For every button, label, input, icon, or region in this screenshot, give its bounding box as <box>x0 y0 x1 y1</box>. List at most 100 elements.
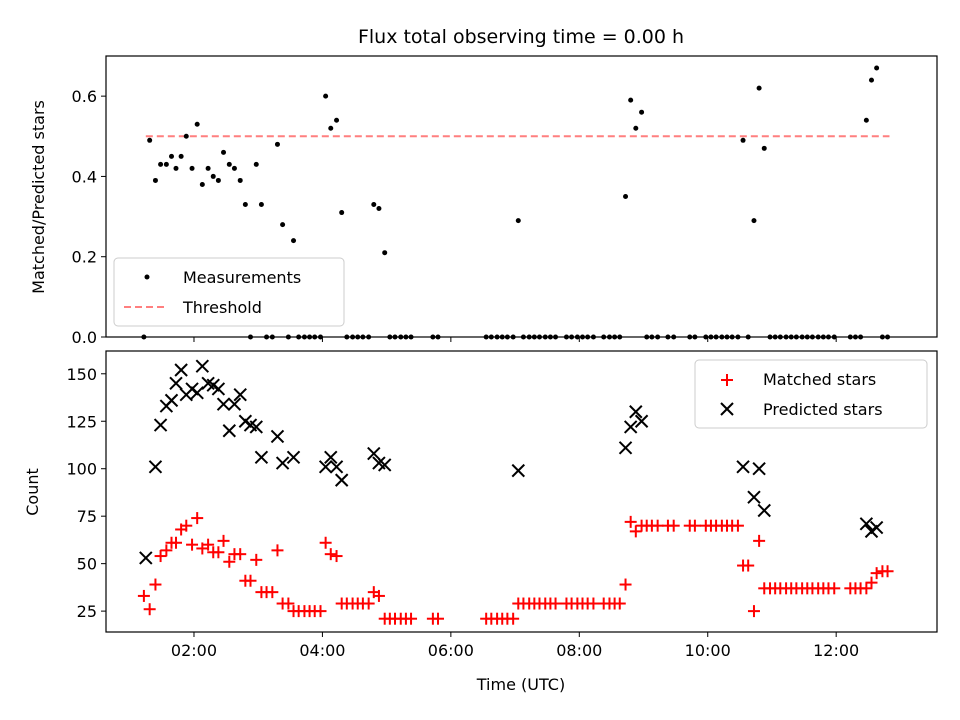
measurement-point <box>242 202 248 208</box>
matched-star-point <box>747 605 760 618</box>
bottom-legend-box <box>694 359 928 429</box>
matched-star-point <box>870 567 883 580</box>
bottom-y-tick-label: 25 <box>77 602 97 621</box>
measurement-point <box>158 161 164 167</box>
matched-star-point <box>137 589 150 602</box>
matched-star-point <box>223 555 236 568</box>
matched-star-point <box>154 550 167 563</box>
top-y-tick-label: 0.0 <box>72 328 97 347</box>
bottom-x-tick-label: 08:00 <box>556 641 602 660</box>
matched-star-point <box>828 582 841 595</box>
predicted-star-point <box>334 473 349 487</box>
predicted-star-point <box>270 429 285 444</box>
measurement-point <box>215 177 221 183</box>
predicted-star-point <box>623 420 638 434</box>
top-x-ticks <box>193 337 837 342</box>
matched-star-point <box>624 515 637 528</box>
predicted-star-point <box>275 456 290 470</box>
bottom-plot-frame <box>105 350 938 633</box>
measurement-point <box>169 153 175 159</box>
predicted-star-point <box>153 418 168 432</box>
predicted-star-point <box>211 382 226 396</box>
top-y-tick-label: 0.6 <box>72 87 97 106</box>
matched-star-point <box>432 612 445 625</box>
legend-matched-marker <box>721 374 733 386</box>
legend-predicted-marker <box>720 402 734 416</box>
measurement-point <box>623 194 629 199</box>
measurement-point <box>761 145 767 151</box>
predicted-star-point <box>222 424 237 438</box>
measurement-point <box>740 137 746 143</box>
predicted-star-point <box>233 387 247 402</box>
predicted-star-point <box>752 462 766 476</box>
predicted-star-point <box>254 450 269 465</box>
legend-threshold-label: Threshold <box>182 298 262 317</box>
measurement-point <box>226 161 232 167</box>
measurement-point <box>258 202 264 208</box>
measurement-point <box>633 125 639 131</box>
measurement-point <box>163 161 169 167</box>
bottom-x-axis: 02:00 04:00 06:00 08:00 10:00 12:00 <box>171 632 859 660</box>
matched-star-point <box>234 548 247 561</box>
measurement-point <box>189 165 195 171</box>
predicted-star-point <box>148 460 163 474</box>
matched-star-point <box>651 519 664 532</box>
bottom-x-tick-label: 06:00 <box>428 641 474 660</box>
matched-star-point <box>405 612 418 625</box>
measurement-point <box>152 177 158 183</box>
matched-star-point <box>372 589 385 602</box>
predicted-star-point <box>859 517 874 531</box>
matched-star-point <box>587 597 600 610</box>
measurement-point <box>199 181 205 187</box>
matched-star-point <box>202 538 215 551</box>
measurement-point <box>639 109 645 115</box>
measurement-point <box>221 149 227 155</box>
bottom-x-tick-label: 10:00 <box>685 641 731 660</box>
matched-star-point <box>217 534 230 547</box>
bottom-y-axis-label: Count <box>23 468 42 516</box>
predicted-star-point <box>367 446 381 461</box>
top-panel: 0.0 0.2 0.4 0.6 Matched/Predicted stars Mea… <box>29 55 938 347</box>
matched-star-point <box>507 612 520 625</box>
matched-star-point <box>191 512 204 525</box>
measurement-point <box>334 117 340 123</box>
predicted-star-point <box>618 441 633 455</box>
matched-star-point <box>319 536 332 549</box>
predicted-star-point <box>164 393 179 408</box>
top-y-axis-label: Matched/Predicted stars <box>29 100 48 294</box>
bottom-y-tick-label: 150 <box>66 365 97 384</box>
matched-star-point <box>881 565 894 578</box>
predicted-star-point <box>736 460 750 474</box>
top-legend-box <box>113 257 345 327</box>
matched-star-point <box>860 582 873 595</box>
measurement-point <box>237 177 243 183</box>
top-y-tick-label: 0.4 <box>72 167 97 186</box>
measurement-point <box>515 218 521 224</box>
matched-star-point <box>549 597 562 610</box>
bottom-panel: 25 50 75 100 125 150 02:00 04:00 06:00 08:00 10:0… <box>23 350 938 694</box>
matched-star-point <box>742 559 755 572</box>
predicted-star-point <box>190 386 204 400</box>
matched-star-point <box>169 536 182 549</box>
predicted-star-point <box>249 420 263 434</box>
bottom-y-tick-label: 75 <box>77 507 97 526</box>
predicted-star-point <box>511 463 525 478</box>
measurement-point <box>280 222 286 228</box>
bottom-y-tick-label: 50 <box>77 555 97 574</box>
matched-star-point <box>271 544 284 557</box>
measurement-point <box>194 121 200 127</box>
matched-star-point <box>314 605 327 618</box>
matched-star-point <box>865 576 878 589</box>
measurement-point <box>371 202 377 208</box>
measurement-point <box>628 97 634 103</box>
measurement-point <box>210 173 216 179</box>
bottom-x-tick-label: 04:00 <box>299 641 345 660</box>
predicted-star-point <box>169 376 183 390</box>
measurement-point <box>874 65 880 71</box>
legend-measurements-label: Measurements <box>183 268 301 287</box>
measurement-point <box>323 93 329 99</box>
top-chart-title: Flux total observing time = 0.00 h <box>358 26 684 48</box>
measurement-point <box>274 141 280 147</box>
matched-star-point <box>143 603 156 616</box>
measurement-point <box>756 85 762 91</box>
